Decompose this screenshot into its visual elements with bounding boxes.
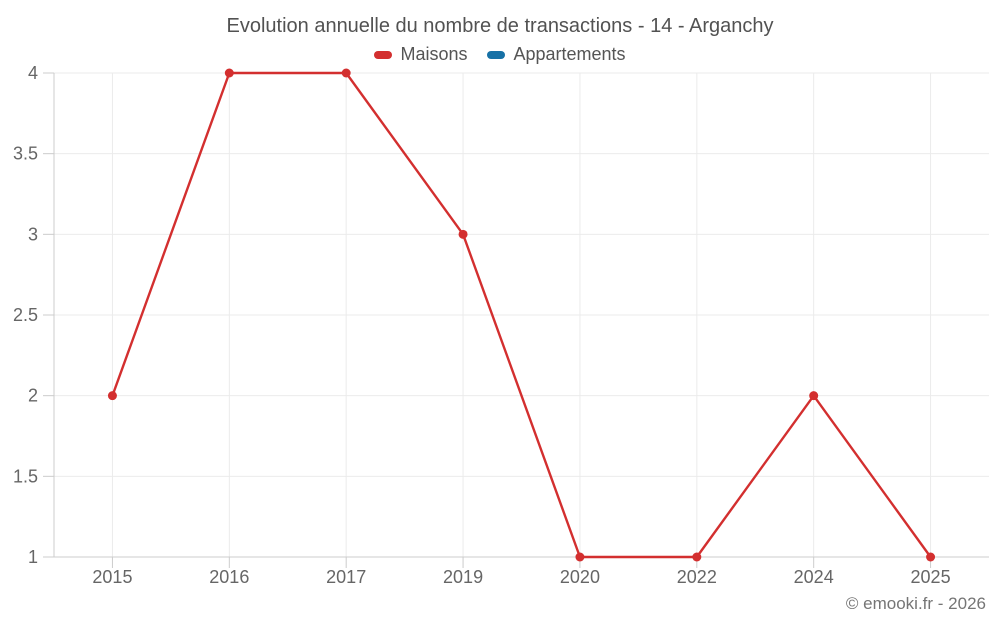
data-point-marker-maisons[interactable] — [107, 391, 117, 401]
legend-label-maisons: Maisons — [400, 44, 468, 64]
data-point-marker-maisons[interactable] — [575, 552, 585, 562]
x-axis-tick-label: 2019 — [443, 567, 483, 587]
y-axis-tick-label: 1.5 — [13, 466, 38, 486]
x-axis-tick-label: 2016 — [209, 567, 249, 587]
y-axis-tick-label: 2.5 — [13, 305, 38, 325]
data-point-marker-maisons[interactable] — [458, 229, 468, 239]
chart-title: Evolution annuelle du nombre de transact… — [226, 15, 774, 37]
x-axis-tick-label: 2020 — [560, 567, 600, 587]
chart-legend: Maisons Appartements — [0, 44, 1000, 65]
y-axis-tick-label: 2 — [28, 386, 38, 406]
x-axis-tick-label: 2015 — [92, 567, 132, 587]
data-point-marker-maisons[interactable] — [809, 391, 819, 401]
y-axis-tick-label: 3.5 — [13, 144, 38, 164]
data-point-marker-maisons[interactable] — [224, 68, 234, 78]
copyright-text: © emooki.fr - 2026 — [845, 594, 986, 613]
x-axis-tick-label: 2022 — [677, 567, 717, 587]
legend-label-appartements: Appartements — [513, 44, 626, 64]
series-line-maisons — [111, 71, 932, 559]
data-point-marker-maisons[interactable] — [692, 552, 702, 562]
legend-swatch-appartements — [487, 50, 506, 59]
legend-item-maisons[interactable]: Maisons — [374, 44, 467, 65]
y-axis-tick-label: 1 — [28, 547, 38, 567]
y-axis-tick-label: 3 — [28, 224, 38, 244]
data-point-marker-maisons[interactable] — [341, 68, 351, 78]
legend-swatch-maisons — [374, 50, 393, 59]
x-axis-tick-label: 2017 — [326, 567, 366, 587]
legend-item-appartements[interactable]: Appartements — [487, 44, 626, 65]
x-axis-tick-label: 2025 — [911, 567, 951, 587]
data-point-marker-maisons[interactable] — [926, 552, 936, 562]
y-axis-tick-label: 4 — [28, 63, 38, 83]
x-axis-tick-label: 2024 — [794, 567, 834, 587]
